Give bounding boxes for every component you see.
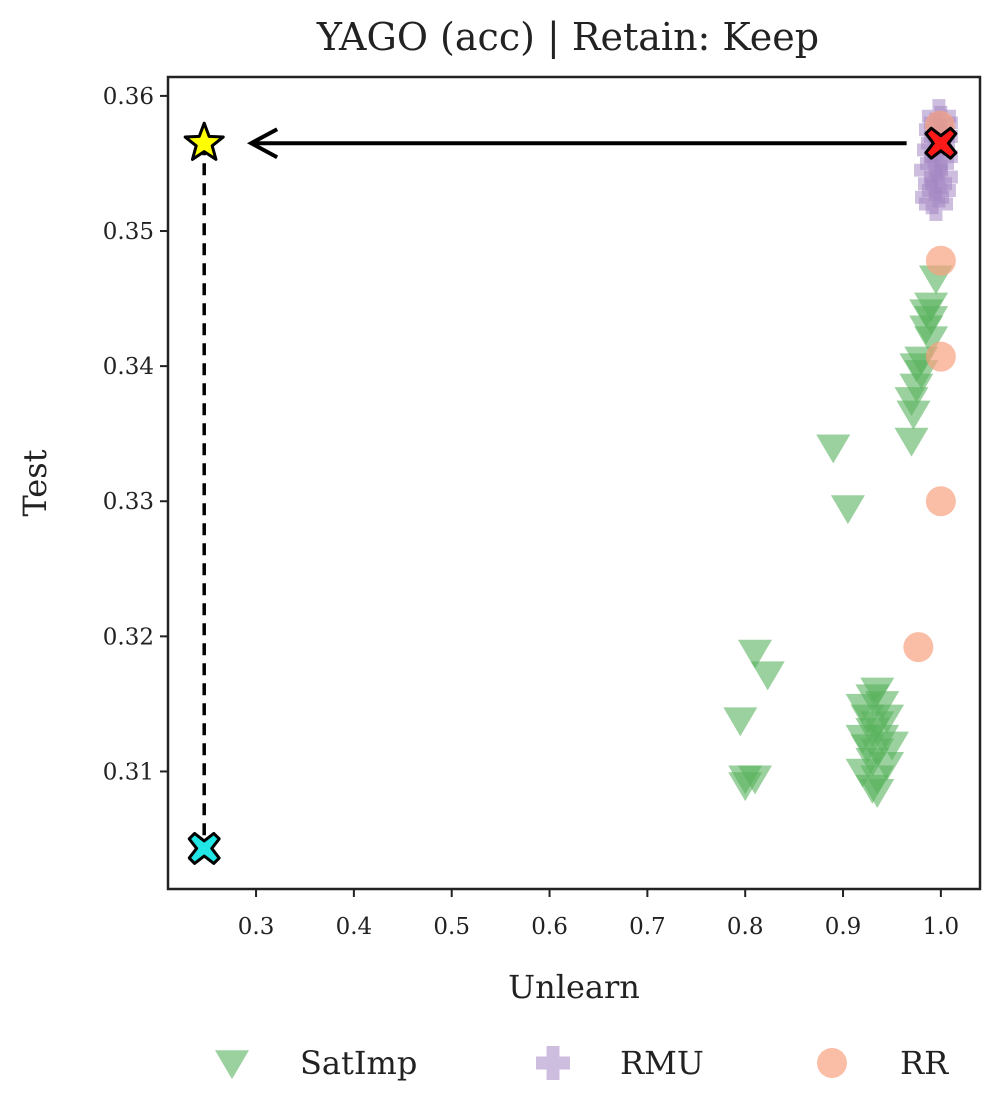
y-tick-label: 0.33 bbox=[103, 489, 154, 515]
legend-item-satimp: SatImp bbox=[215, 1044, 417, 1082]
series-satimp bbox=[723, 265, 953, 808]
x-tick-label: 0.9 bbox=[825, 914, 862, 940]
y-tick-label: 0.36 bbox=[103, 84, 154, 110]
legend-marker-rmu bbox=[536, 1046, 570, 1080]
x-tick-label: 0.7 bbox=[629, 914, 666, 940]
arrow-head bbox=[246, 127, 279, 159]
rmu-point bbox=[918, 187, 953, 222]
satimp-point bbox=[860, 778, 895, 808]
x-axis: 0.3 0.4 0.5 0.6 0.7 0.8 0.9 1.0 bbox=[238, 889, 959, 940]
plot-area bbox=[183, 99, 958, 865]
rr-point bbox=[925, 341, 956, 372]
retrain-model-marker bbox=[187, 831, 221, 865]
satimp-point bbox=[750, 661, 785, 691]
satimp-point bbox=[737, 639, 772, 669]
rr-point bbox=[925, 486, 956, 517]
chart-title: YAGO (acc) | Retain: Keep bbox=[316, 15, 819, 59]
x-tick-label: 0.8 bbox=[727, 914, 764, 940]
satimp-point bbox=[816, 434, 851, 464]
original-model-marker bbox=[924, 126, 958, 160]
legend-marker-satimp bbox=[215, 1050, 249, 1080]
x-tick-label: 1.0 bbox=[923, 914, 960, 940]
satimp-point bbox=[894, 427, 929, 457]
rr-point bbox=[903, 632, 934, 663]
y-tick-label: 0.31 bbox=[103, 759, 154, 785]
x-tick-label: 0.6 bbox=[531, 914, 568, 940]
x-tick-label: 0.4 bbox=[336, 914, 373, 940]
y-tick-label: 0.34 bbox=[103, 354, 154, 380]
rr-point bbox=[925, 245, 956, 276]
satimp-point bbox=[723, 707, 758, 737]
satimp-point bbox=[896, 400, 931, 430]
x-tick-label: 0.5 bbox=[433, 914, 470, 940]
satimp-point bbox=[874, 731, 909, 761]
legend-item-rmu: RMU bbox=[536, 1044, 704, 1082]
y-axis-label: Test bbox=[16, 449, 54, 516]
plot-frame bbox=[166, 75, 982, 891]
legend-label-rr: RR bbox=[900, 1044, 949, 1082]
satimp-point bbox=[728, 772, 763, 802]
y-tick-label: 0.35 bbox=[103, 219, 154, 245]
legend-item-rr: RR bbox=[817, 1044, 949, 1082]
y-tick-label: 0.32 bbox=[103, 624, 154, 650]
satimp-point bbox=[914, 326, 949, 356]
legend-marker-rr bbox=[817, 1048, 847, 1078]
legend-label-rmu: RMU bbox=[620, 1044, 704, 1082]
satimp-point bbox=[830, 495, 865, 525]
x-tick-label: 0.3 bbox=[238, 914, 275, 940]
annotations bbox=[202, 127, 907, 849]
legend-label-satimp: SatImp bbox=[300, 1044, 417, 1082]
target-model-marker bbox=[183, 121, 225, 161]
y-axis: 0.31 0.32 0.33 0.34 0.35 0.36 bbox=[103, 84, 168, 785]
x-axis-label: Unlearn bbox=[508, 968, 640, 1006]
legend: SatImp RMU RR bbox=[215, 1044, 949, 1082]
